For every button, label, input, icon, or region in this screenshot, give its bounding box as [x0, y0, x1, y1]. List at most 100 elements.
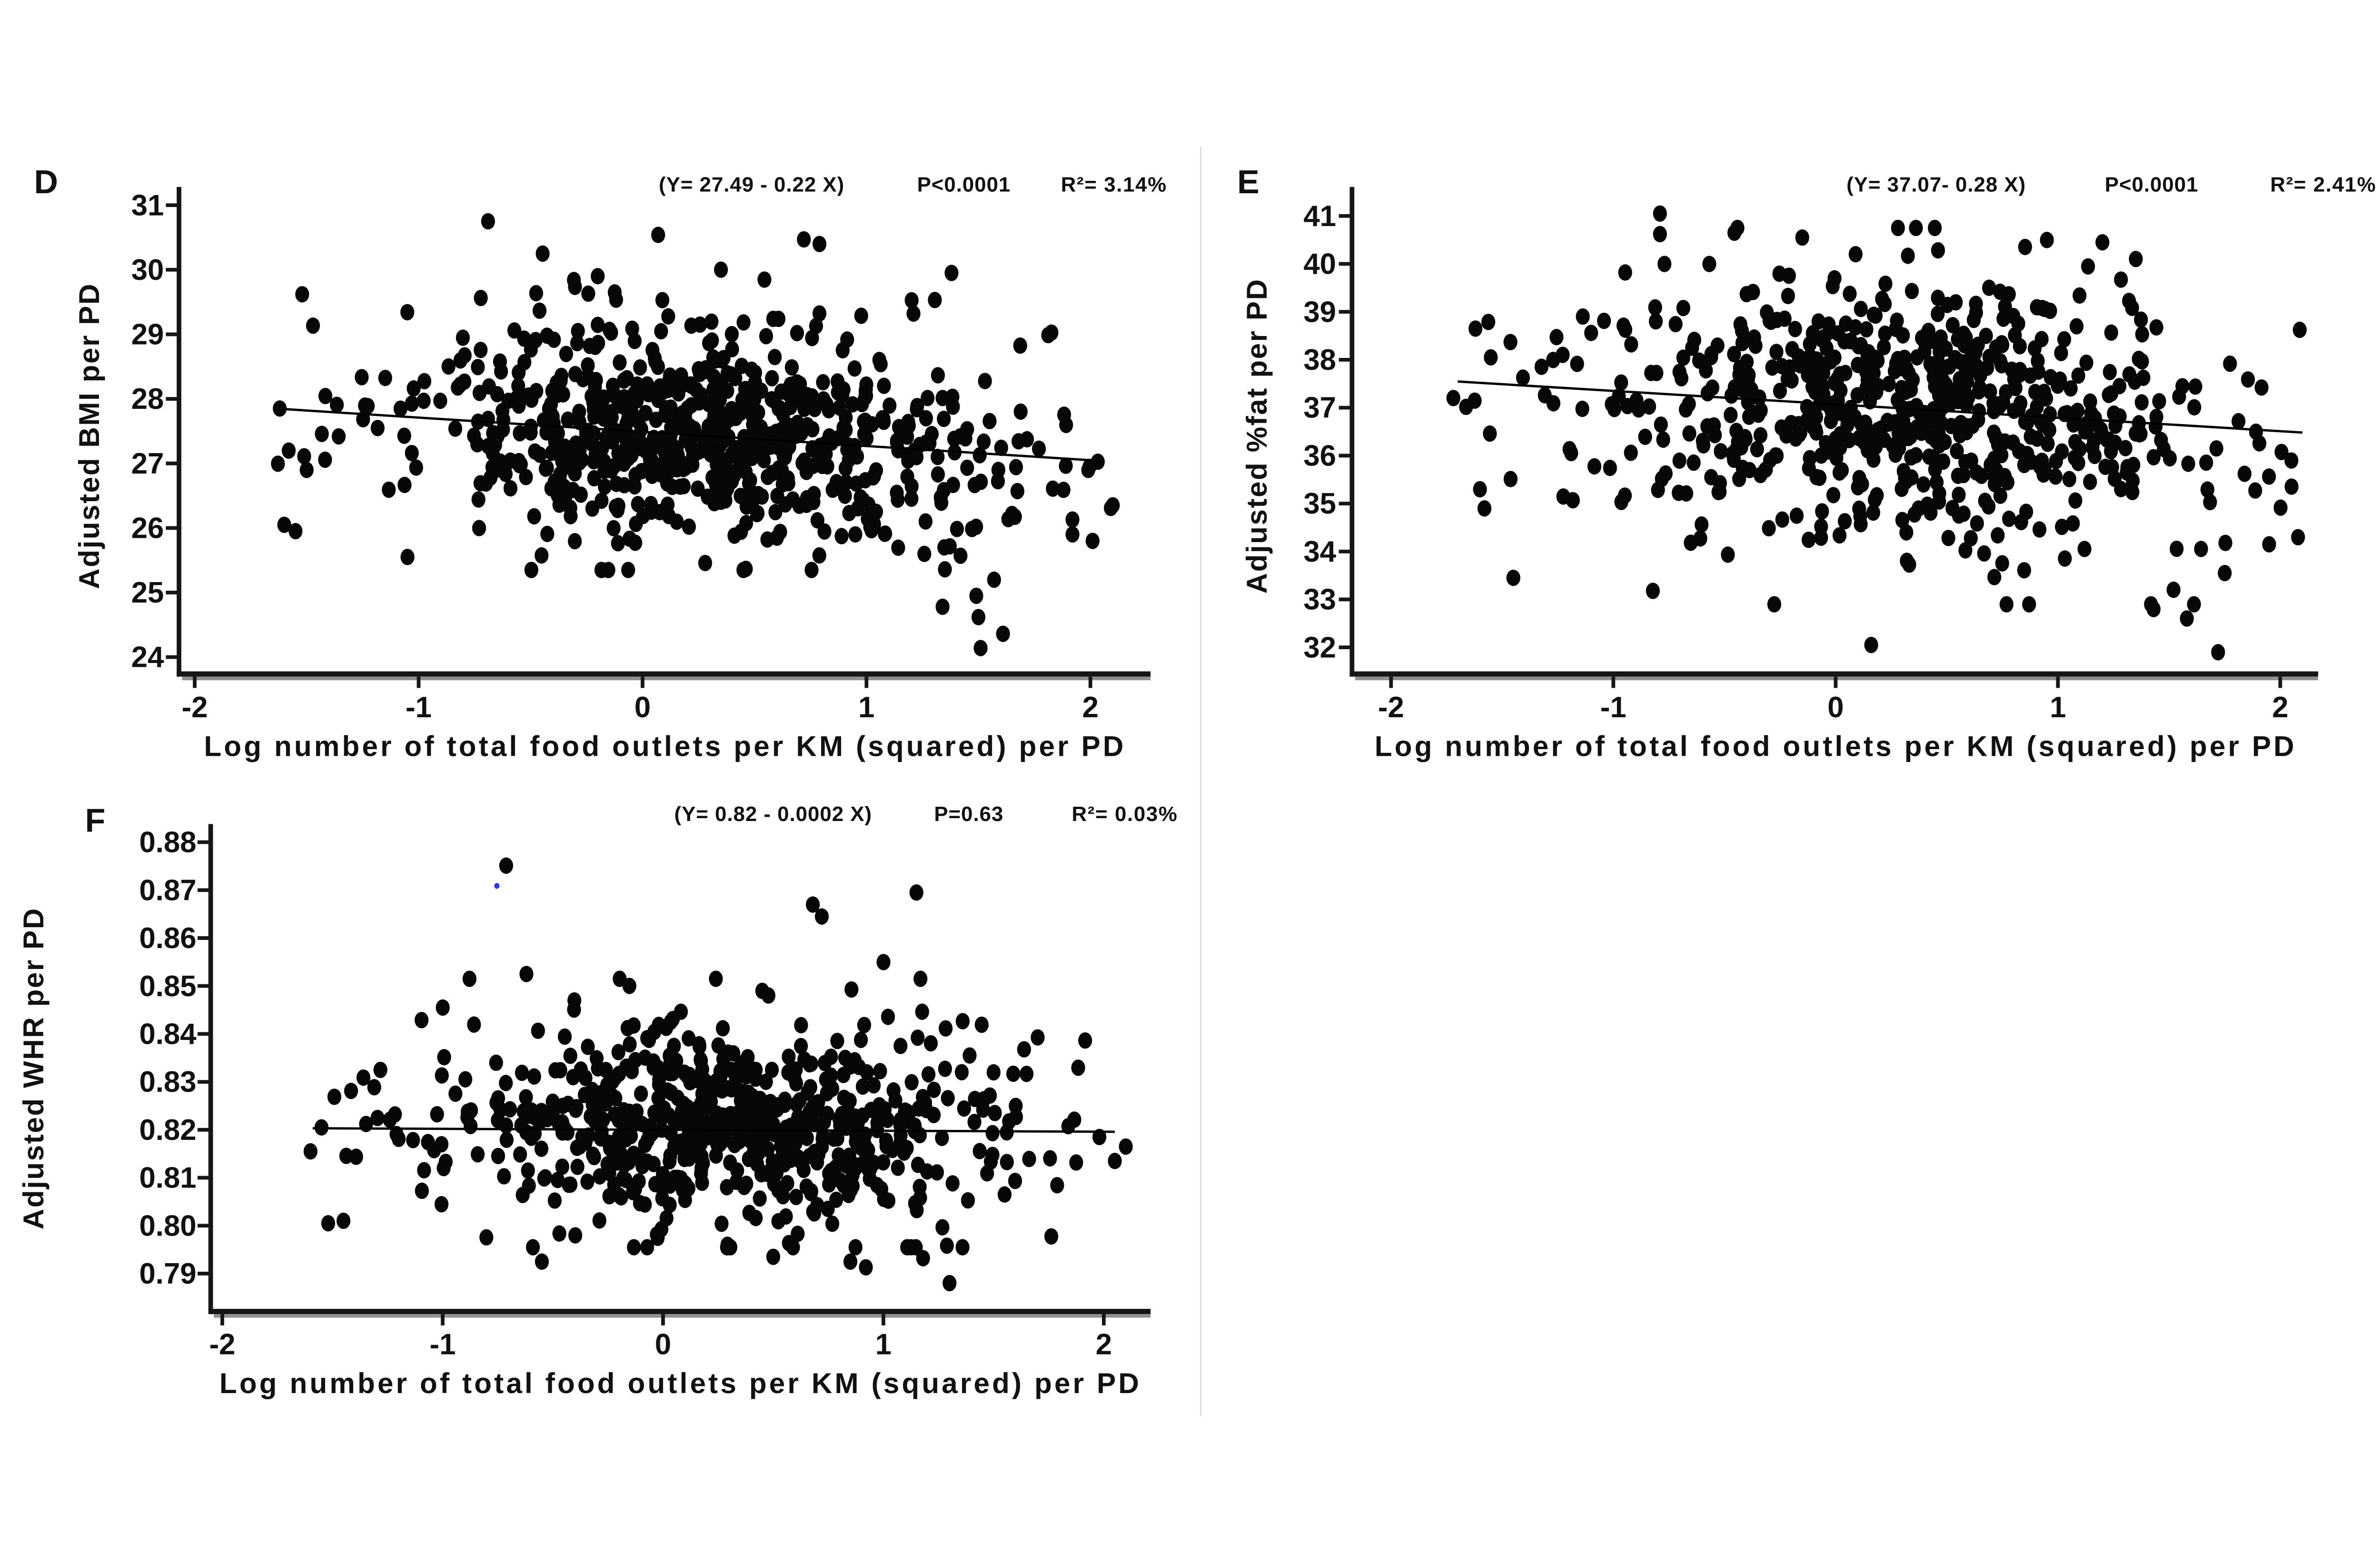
panel-E-data-point [1920, 496, 1934, 513]
panel-D-data-point [736, 562, 751, 578]
panel-E-data-point [1816, 365, 1831, 382]
panel-D-data-point [645, 342, 660, 358]
panel-F-data-point [557, 1028, 572, 1045]
panel-D-data-point [931, 367, 945, 384]
panel-D-data-point [503, 452, 518, 469]
panel-D-data-point [474, 342, 488, 358]
panel-F-data-point [430, 1106, 444, 1123]
panel-E-data-point [1654, 416, 1668, 433]
panel-D-data-point [609, 291, 623, 308]
panel-D-data-point [538, 460, 553, 477]
panel-D-data-point [513, 425, 527, 442]
panel-F-data-point [911, 1029, 925, 1046]
panel-E-data-point [2241, 371, 2255, 388]
panel-E-data-point [1648, 299, 1662, 316]
panel-D-data-point [647, 431, 662, 448]
panel-D-data-point [532, 302, 547, 319]
panel-F-data-point [598, 1095, 613, 1112]
panel-E-data-point [1483, 425, 1497, 442]
panel-E-y-axis-title: Adjusted %fat per PD [1241, 278, 1273, 594]
panel-D-data-point [512, 364, 526, 381]
panel-D-data-point [547, 473, 562, 490]
panel-E-data-point [1987, 569, 2002, 585]
panel-D-data-point [581, 426, 595, 443]
panel-F-data-point [754, 1096, 768, 1113]
panel-E-data-point [2218, 534, 2232, 551]
panel-D-data-point [611, 535, 625, 552]
panel-E-data-point [1603, 459, 1617, 476]
panel-E-data-point [1684, 534, 1698, 551]
panel-F-data-point [921, 1066, 936, 1083]
panel-D-data-point [471, 491, 486, 508]
panel-E-data-point [1999, 596, 2014, 613]
panel-F-data-point [634, 1085, 648, 1102]
panel-E-data-point [1891, 219, 1905, 237]
panel-E-data-point [1516, 369, 1530, 386]
panel-F-data-point [879, 1132, 893, 1149]
panel-E-data-point [1977, 545, 1991, 562]
panel-D-data-point [797, 452, 812, 469]
panel-E-data-point [2203, 494, 2217, 511]
panel-F-data-point [744, 1133, 758, 1150]
panel-E-data-point [2146, 601, 2161, 617]
panel-F-data-point [988, 1105, 1002, 1121]
panel-E-data-point [1857, 434, 1871, 451]
panel-F-data-point [789, 1096, 804, 1113]
panel-F-data-point [585, 1147, 600, 1163]
panel-E-data-point [1692, 352, 1706, 369]
panel-E-x-tick-label: 0 [1827, 691, 1844, 724]
panel-E-data-point [1506, 569, 1520, 586]
panel-D-data-point [739, 381, 754, 397]
panel-E-data-point [2248, 482, 2262, 499]
panel-F-data-point [470, 1146, 485, 1163]
panel-F-data-point [640, 1239, 654, 1256]
panel-E-data-point [2114, 271, 2128, 288]
panel-F-data-point [841, 1103, 855, 1119]
panel-D-data-point [757, 271, 772, 288]
panel-F-data-point [499, 857, 513, 874]
panel-E-data-point [1750, 441, 1764, 458]
panel-F-data-point [957, 1100, 971, 1117]
panel-E-data-point [1945, 317, 1960, 334]
panel-D-data-point [407, 380, 421, 397]
panel-E-data-point [2262, 536, 2276, 553]
panel-D-data-point [709, 376, 724, 392]
panel-E-data-point [2199, 454, 2213, 471]
panel-D-data-point [859, 376, 873, 393]
panel-E-data-point [1837, 333, 1852, 350]
panel-D-data-point [474, 289, 488, 307]
panel-F-data-point [859, 1259, 873, 1276]
panel-E-data-point [1916, 476, 1931, 493]
panel-D-data-point [481, 213, 495, 230]
panel-E-data-point [2068, 492, 2082, 509]
panel-F-data-point [682, 1030, 696, 1047]
panel-D-data-point [728, 370, 743, 386]
panel-E-data-point [1695, 516, 1709, 533]
panel-D-data-point [441, 358, 456, 375]
panel-E-data-point [1931, 354, 1945, 371]
panel-D-data-point [805, 388, 819, 405]
panel-D-y-tick-label: 31 [131, 189, 164, 222]
panel-F-data-point [437, 1049, 451, 1066]
panel-F-data-point [782, 1049, 796, 1065]
panel-D-data-point [748, 365, 763, 381]
panel-E-data-point [1735, 381, 1749, 398]
panel-D-data-point [448, 420, 463, 437]
panel-D-data-point [591, 268, 605, 285]
panel-E-data-point [1788, 430, 1803, 447]
panel-D-data-point [931, 448, 945, 465]
panel-D-data-point [507, 322, 522, 339]
panel-E-data-point [2087, 432, 2101, 449]
panel-E-data-point [1738, 431, 1753, 447]
panel-D-data-point [378, 369, 392, 386]
panel-E-data-point [1896, 327, 1910, 344]
panel-F-data-point [570, 1158, 585, 1175]
panel-D-data-point [1081, 462, 1095, 478]
panel-E-data-point [1711, 484, 1726, 501]
panel-D-data-point [689, 381, 704, 398]
panel-D-data-point [761, 468, 775, 485]
panel-E-data-point [2211, 644, 2225, 661]
panel-E-regression-line [1458, 380, 2303, 434]
panel-E-data-point [2102, 364, 2117, 380]
panel-D-data-point [797, 231, 811, 248]
